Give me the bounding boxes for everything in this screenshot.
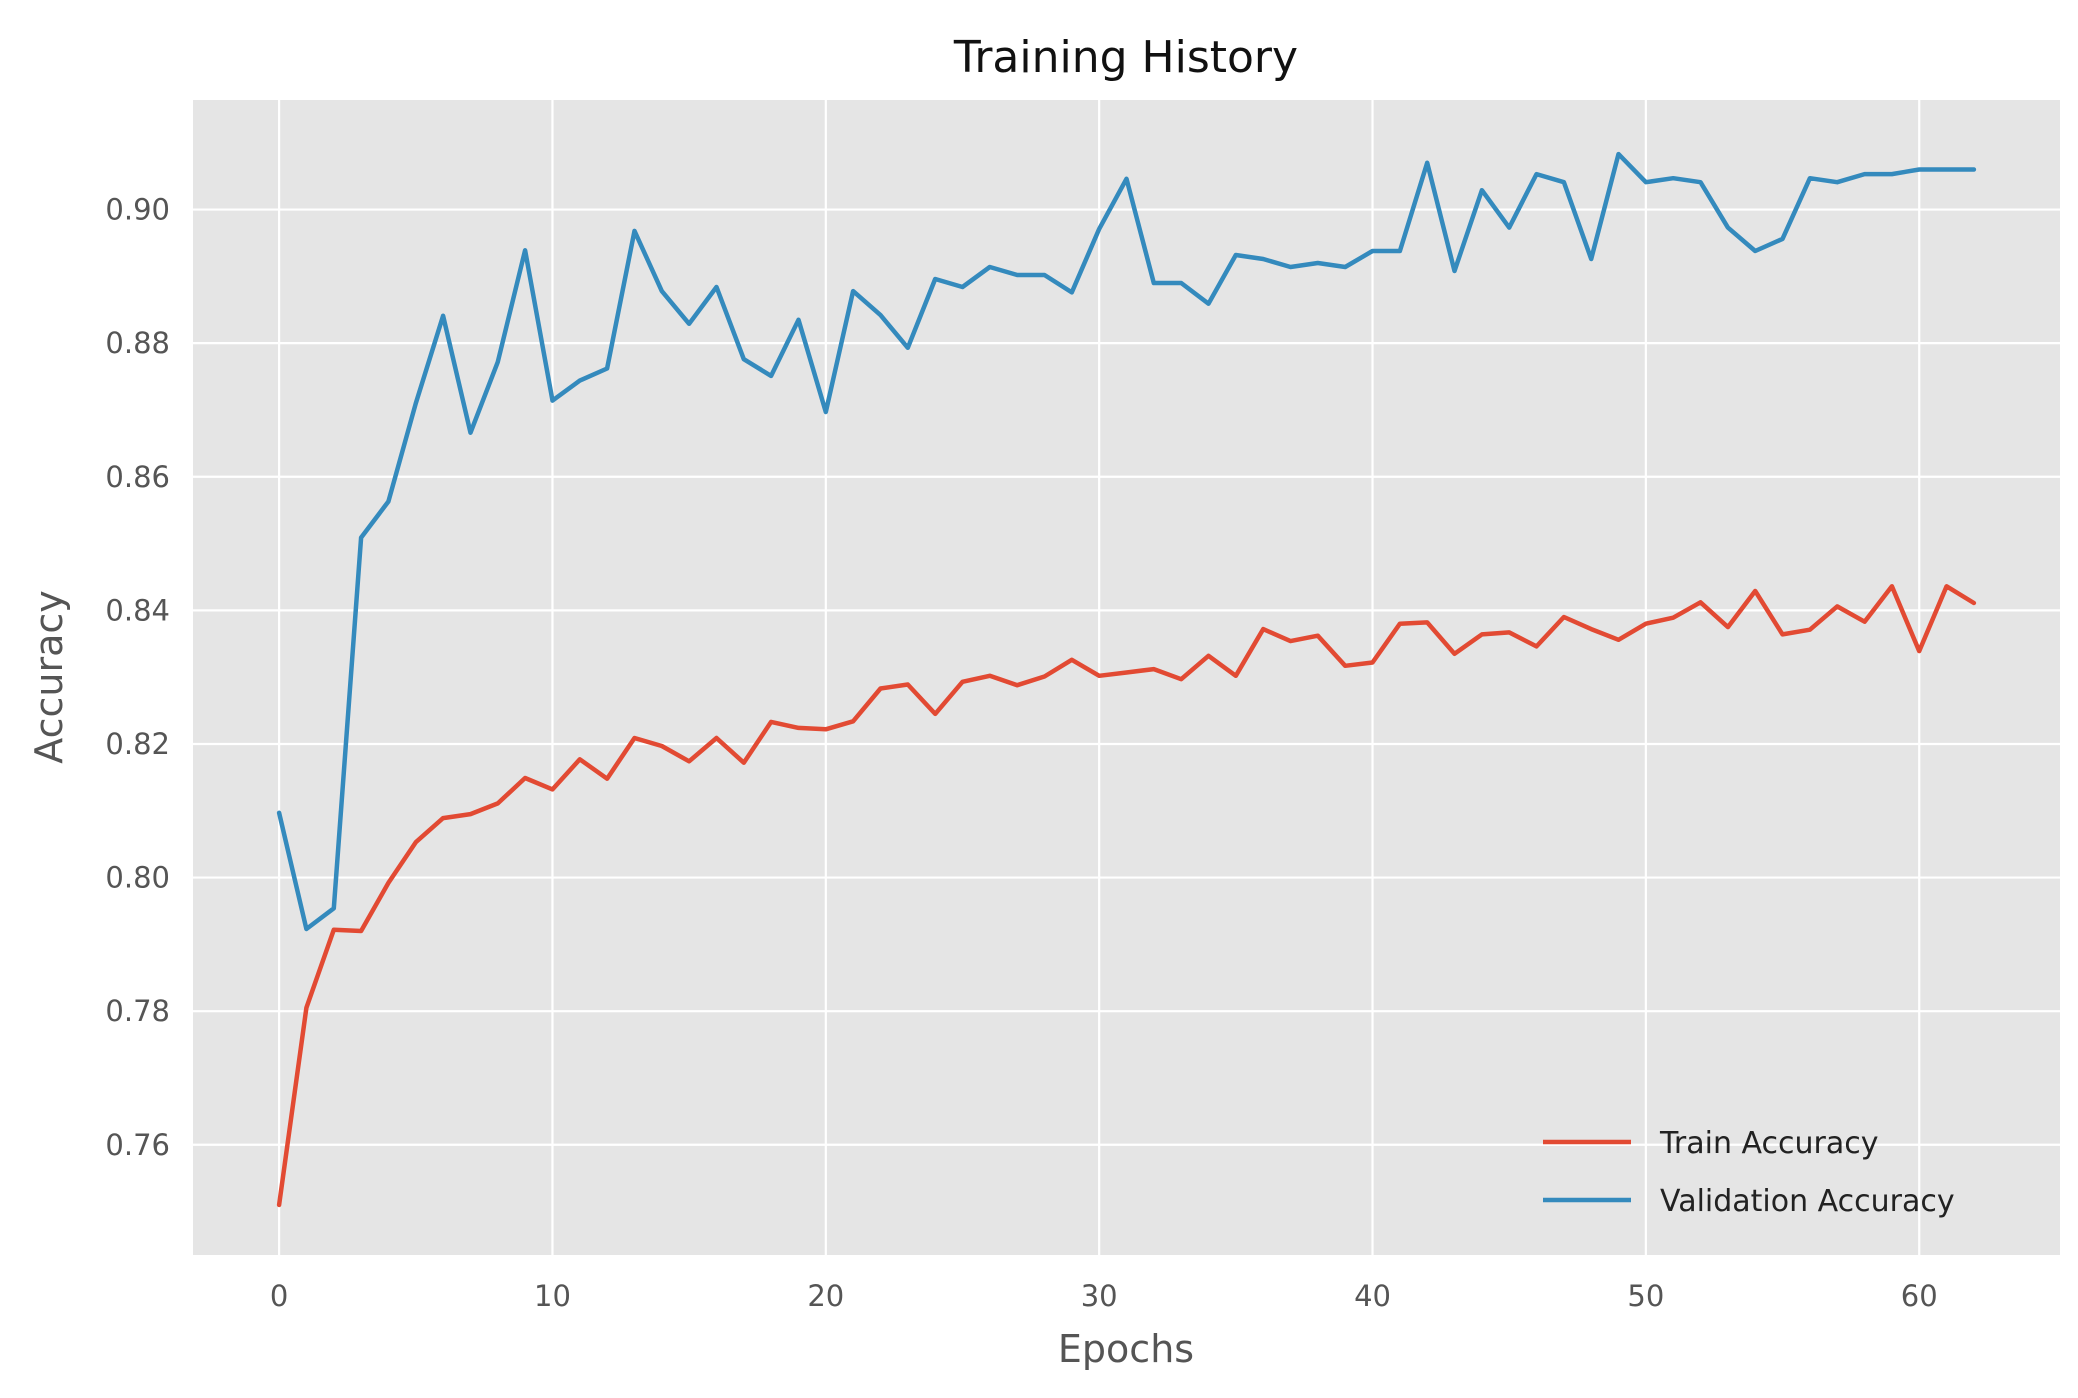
x-tick-label: 50 xyxy=(1627,1279,1664,1313)
x-tick-label: 40 xyxy=(1354,1279,1391,1313)
x-tick-labels: 0 10 20 30 40 50 60 xyxy=(270,1279,1938,1313)
y-axis-label: Accuracy xyxy=(27,590,71,764)
legend-label-validation: Validation Accuracy xyxy=(1660,1184,1955,1219)
legend-label-train: Train Accuracy xyxy=(1659,1126,1878,1161)
y-tick-label: 0.78 xyxy=(105,994,170,1028)
y-tick-label: 0.88 xyxy=(105,326,170,360)
validation-accuracy-line xyxy=(276,151,1977,932)
y-tick-label: 0.86 xyxy=(105,460,170,494)
x-tick-label: 10 xyxy=(534,1279,571,1313)
x-axis-label: Epochs xyxy=(1058,1327,1194,1371)
x-tick-label: 0 xyxy=(270,1279,288,1313)
train-accuracy-line xyxy=(276,584,1977,1208)
y-tick-label: 0.84 xyxy=(105,593,170,627)
x-tick-label: 20 xyxy=(807,1279,844,1313)
y-tick-label: 0.76 xyxy=(105,1128,170,1162)
y-tick-labels: 0.76 0.78 0.80 0.82 0.84 0.86 0.88 0.90 xyxy=(105,193,170,1162)
x-tick-label: 30 xyxy=(1081,1279,1118,1313)
legend: Train Accuracy Validation Accuracy xyxy=(1543,1126,1955,1219)
chart-title: Training History xyxy=(953,32,1298,83)
plot-background xyxy=(193,100,2060,1255)
y-tick-label: 0.90 xyxy=(105,193,170,227)
series-lines xyxy=(276,151,1977,1208)
y-tick-label: 0.80 xyxy=(105,861,170,895)
x-tick-label: 60 xyxy=(1901,1279,1938,1313)
y-tick-label: 0.82 xyxy=(105,727,170,761)
grid-lines xyxy=(193,100,2060,1255)
